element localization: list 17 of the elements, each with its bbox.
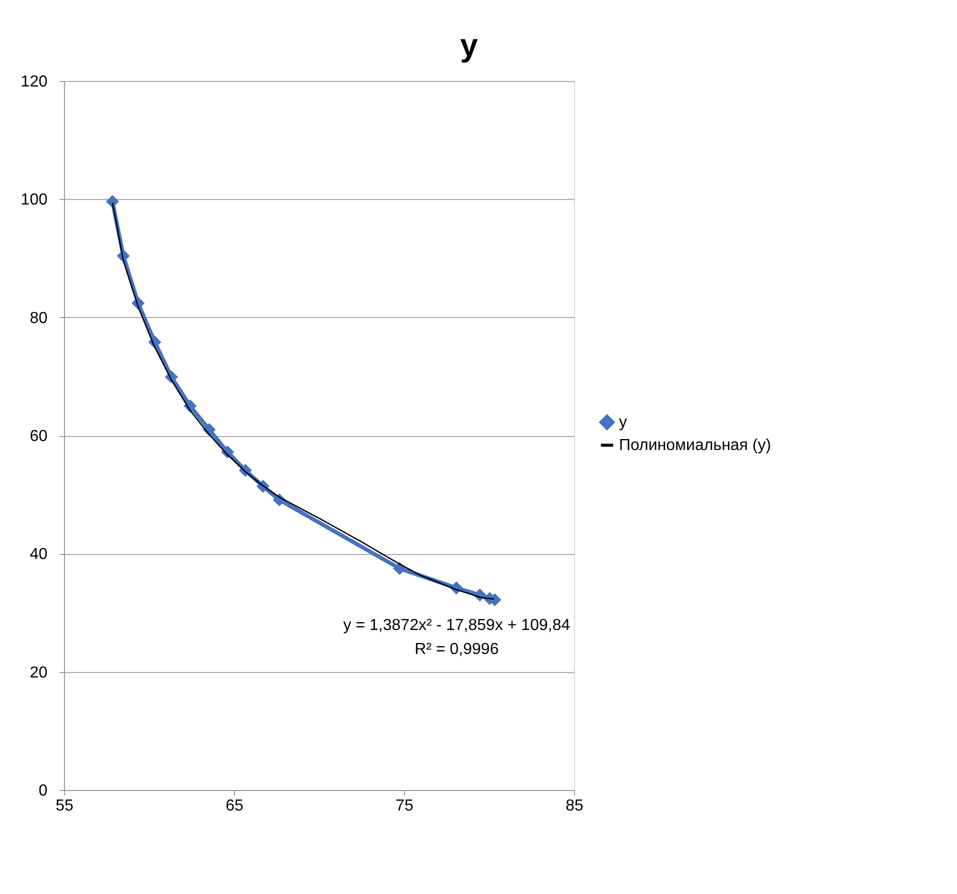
y-tick-label: 100 bbox=[20, 192, 48, 209]
legend-label: Полиномиальная (y) bbox=[619, 437, 772, 454]
y-tick-label: 40 bbox=[30, 546, 48, 564]
x-tick-label: 65 bbox=[226, 798, 244, 814]
y-tick-label: 20 bbox=[30, 664, 48, 682]
x-tick-label: 85 bbox=[566, 798, 584, 814]
y-tick-label: 60 bbox=[30, 428, 48, 445]
chart-title: y bbox=[460, 27, 478, 63]
annotation: y = 1,3872x² - 17,859x + 109,84 bbox=[343, 616, 570, 634]
y-tick-label: 80 bbox=[30, 310, 48, 327]
y-tick-label: 0 bbox=[38, 782, 48, 800]
point bbox=[106, 195, 119, 208]
y-tick-label: 120 bbox=[20, 74, 48, 90]
annotation: R² = 0,9996 bbox=[414, 640, 499, 658]
x-tick-label: 75 bbox=[396, 798, 414, 814]
legend-label: y bbox=[619, 414, 627, 432]
x-tick-label: 55 bbox=[56, 798, 74, 814]
